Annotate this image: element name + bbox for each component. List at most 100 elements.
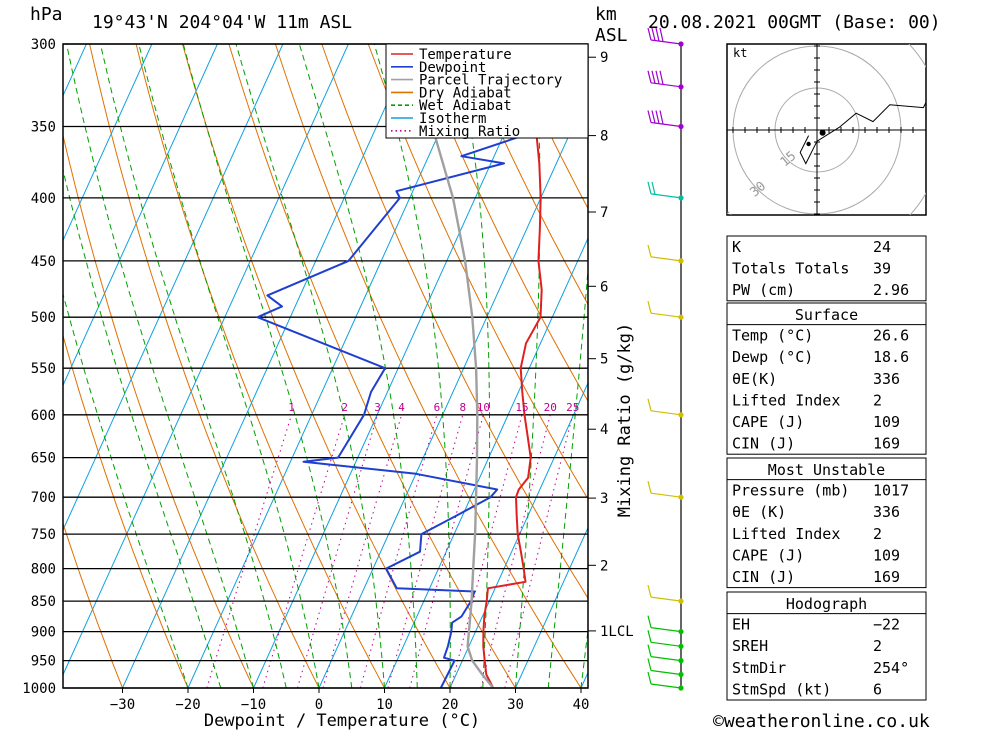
hodograph-stats-box bbox=[726, 591, 927, 701]
isotherm-line bbox=[63, 44, 153, 242]
wind-barb bbox=[647, 644, 684, 664]
surface-label: Dewp (°C) bbox=[732, 348, 813, 366]
wind-barb bbox=[647, 671, 684, 691]
mixing-ratio-value-label: 3 bbox=[374, 401, 381, 414]
mixing-ratio-line bbox=[359, 414, 438, 688]
wind-barb-feather bbox=[659, 27, 664, 42]
wind-barb-feather bbox=[647, 481, 652, 494]
storm-motion-marker bbox=[819, 129, 826, 136]
dry-adiabat-line bbox=[460, 44, 588, 306]
most-unstable-value: 109 bbox=[873, 546, 900, 564]
hodograph-stat-value: 2 bbox=[873, 637, 882, 655]
legend-label: Isotherm bbox=[419, 111, 486, 127]
wind-barb bbox=[647, 481, 684, 500]
pressure-label: 400 bbox=[31, 191, 56, 207]
wind-barb-staff bbox=[650, 656, 682, 662]
pressure-label: 500 bbox=[31, 310, 56, 326]
isotherm-line bbox=[122, 44, 415, 688]
wet-adiabat-line bbox=[99, 44, 287, 688]
km-label: 2 bbox=[600, 558, 608, 574]
most-unstable-value: 1017 bbox=[873, 482, 909, 500]
wind-barb-staff bbox=[650, 39, 682, 45]
temperature-profile bbox=[482, 44, 543, 688]
pressure-label: 550 bbox=[31, 361, 56, 377]
hodograph-stat-value: 6 bbox=[873, 680, 882, 698]
wind-barb-feather bbox=[655, 110, 660, 124]
wind-barb-feather bbox=[655, 70, 660, 84]
wind-barb-staff bbox=[650, 193, 682, 199]
x-tick-label: 0 bbox=[315, 697, 323, 713]
x-tick-label: −20 bbox=[175, 697, 200, 713]
mixing-ratio-value-label: 20 bbox=[544, 401, 557, 414]
pressure-label: 750 bbox=[31, 527, 56, 543]
isotherm-line bbox=[63, 44, 284, 532]
wind-barb-staff bbox=[650, 256, 682, 262]
mixing-ratio-value-label: 2 bbox=[341, 401, 348, 414]
hodograph-trace bbox=[799, 101, 926, 165]
mixing-ratio-line bbox=[322, 414, 403, 688]
wind-barb-feather bbox=[655, 27, 660, 42]
most-unstable-box bbox=[726, 457, 927, 589]
wet-adiabat-line bbox=[182, 44, 353, 688]
wind-barb-staff bbox=[650, 121, 682, 128]
legend-label: Wet Adiabat bbox=[419, 98, 512, 114]
legend-label: Dewpoint bbox=[419, 60, 486, 76]
wind-barb-feather bbox=[647, 70, 652, 83]
mixing-ratio-axis-label: Mixing Ratio (g/kg) bbox=[615, 323, 635, 517]
hodograph-stat-label: StmDir bbox=[732, 659, 786, 677]
mixing-ratio-line bbox=[297, 414, 378, 688]
wind-barb bbox=[647, 301, 684, 320]
most-unstable-label: Lifted Index bbox=[732, 525, 840, 543]
stats-tables: K 24 Totals Totals 39 PW (cm) 2.96 Surface Temp… bbox=[726, 235, 927, 701]
most-unstable-value: 169 bbox=[873, 568, 900, 586]
wind-barb-feather bbox=[647, 644, 652, 657]
wind-barb-feather bbox=[659, 70, 664, 85]
x-tick-label: −30 bbox=[110, 697, 135, 713]
x-tick-labels: −30 −20 −10 0 10 20 30 40 bbox=[110, 688, 590, 713]
surface-label: Temp (°C) bbox=[732, 327, 813, 345]
isotherm-line bbox=[0, 44, 21, 688]
dry-adiabat-line bbox=[972, 44, 1000, 688]
wind-barbs bbox=[647, 27, 684, 691]
pressure-label: 900 bbox=[31, 625, 56, 641]
legend-label: Dry Adiabat bbox=[419, 85, 512, 101]
wet-adiabat-line bbox=[373, 44, 451, 688]
pressure-label: 950 bbox=[31, 654, 56, 670]
mixing-ratio-line bbox=[206, 414, 293, 688]
wind-barb-feather bbox=[659, 110, 664, 125]
mixing-ratio-value-label: 10 bbox=[477, 401, 490, 414]
legend-label: Temperature bbox=[419, 47, 512, 63]
pressure-label: 850 bbox=[31, 594, 56, 610]
wind-barb-staff bbox=[650, 669, 682, 676]
x-tick-label: −10 bbox=[241, 697, 266, 713]
pressure-label: 800 bbox=[31, 562, 56, 578]
wind-barb-staff bbox=[650, 641, 682, 647]
km-label: 3 bbox=[600, 491, 608, 507]
x-axis-label: Dewpoint / Temperature (°C) bbox=[204, 711, 480, 731]
dry-adiabat-line bbox=[926, 44, 1000, 688]
dry-adiabat-line bbox=[182, 44, 451, 688]
most-unstable-value: 336 bbox=[873, 503, 900, 521]
wind-barb bbox=[647, 27, 684, 47]
surface-box bbox=[726, 302, 927, 455]
isotherm-line bbox=[318, 92, 588, 688]
credit: ©weatheronline.co.uk bbox=[713, 711, 930, 732]
x-tick-label: 10 bbox=[376, 697, 393, 713]
isotherm-line bbox=[449, 381, 588, 688]
pressure-label: 700 bbox=[31, 490, 56, 506]
x-tick-label: 20 bbox=[442, 697, 459, 713]
surface-value: 18.6 bbox=[873, 348, 909, 366]
km-label: 9 bbox=[600, 50, 608, 66]
hpa-unit: hPa bbox=[30, 4, 63, 25]
x-tick-label: 40 bbox=[573, 697, 590, 713]
hodograph-stat-label: StmSpd (kt) bbox=[732, 680, 831, 698]
location-title: 19°43'N 204°04'W 11m ASL bbox=[92, 12, 352, 33]
isotherm-line bbox=[384, 237, 588, 688]
wind-barb-feather bbox=[647, 181, 652, 195]
mixing-ratio-value-label: 1 bbox=[288, 401, 295, 414]
wind-barb-feather bbox=[647, 27, 652, 41]
parcel-trajectory-profile bbox=[399, 44, 495, 688]
km-labels: 9 8 7 6 5 4 3 2 1LCL bbox=[588, 50, 634, 640]
